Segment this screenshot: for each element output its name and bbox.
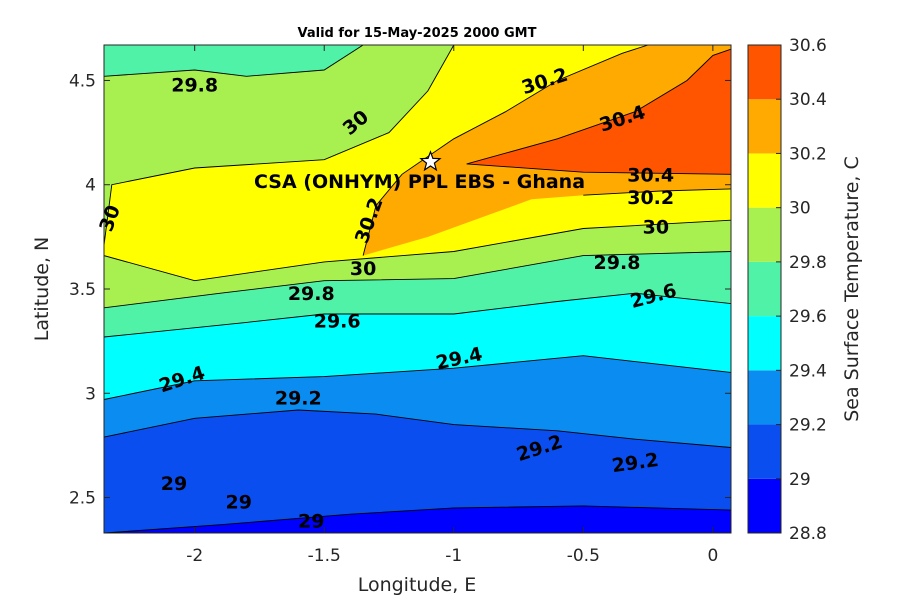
colorbar-segment [748, 45, 781, 100]
colorbar-segment [748, 424, 781, 479]
contour-line-29 [104, 505, 731, 533]
y-tick-label: 2.5 [69, 489, 96, 509]
colorbar-segment [748, 370, 781, 425]
site-label: CSA (ONHYM) PPL EBS - Ghana [254, 171, 585, 193]
y-axis-ticks: 2.5 3 3.5 4 4.5 [69, 71, 731, 509]
x-tick-label: -1.5 [308, 546, 341, 566]
colorbar-label: Sea Surface Temperature, C [841, 156, 863, 422]
colorbar-segment [748, 99, 781, 154]
colorbar-tick-label: 29 [789, 470, 811, 490]
contour-line-29.2 [104, 409, 731, 448]
x-tick-label: -0.5 [567, 546, 600, 566]
colorbar-segment [748, 261, 781, 317]
contour-line-30 [104, 219, 731, 282]
contour-line-29.4 [104, 355, 731, 400]
x-tick-label: -2 [186, 546, 203, 566]
site-star-icon [419, 150, 442, 172]
colorbar-tick-label: 30 [789, 199, 811, 219]
band-fill [104, 410, 731, 533]
contour-label: 29 [161, 473, 187, 495]
contour-line-30.2 [362, 45, 649, 256]
y-tick-label: 3.5 [69, 280, 96, 300]
colorbar-tick-label: 29.2 [789, 416, 827, 436]
band-fill [104, 45, 454, 246]
colorbar-tick-label: 29.4 [789, 361, 827, 381]
contour-label: 29 [298, 510, 324, 532]
contour-line-30.2 [583, 188, 731, 196]
colorbar-segment [748, 478, 781, 533]
chart-title: Valid for 15-May-2025 2000 GMT [298, 26, 537, 41]
contour-label: 30.4 [627, 164, 674, 186]
x-tick-label: 0 [707, 546, 718, 566]
contour-line-30.4 [466, 163, 731, 175]
contour-line-29.8 [104, 45, 364, 77]
x-axis-ticks: -2 -1.5 -1 -0.5 0 [186, 45, 718, 566]
colorbar-tick-label: 30.2 [789, 144, 827, 164]
colorbar-segment [748, 316, 781, 371]
contour-label: 29.8 [594, 252, 641, 274]
contour-lines [104, 45, 731, 533]
colorbar-segment [748, 207, 781, 262]
x-tick-label: -1 [445, 546, 462, 566]
contour-label: 30 [350, 258, 376, 280]
x-axis-label: Longitude, E [358, 574, 477, 596]
y-tick-label: 3 [85, 384, 96, 404]
contour-label: 29.8 [171, 75, 218, 97]
y-axis-label: Latitude, N [31, 237, 53, 342]
colorbar: 28.8 29 29.2 29.4 29.6 29.8 30 30.2 30.4 30.6 [747, 36, 827, 544]
band-fill [104, 251, 731, 337]
contour-fills [104, 45, 731, 533]
contour-label: 30 [643, 216, 669, 238]
band-fill [104, 45, 364, 77]
contour-label: 29.6 [314, 310, 361, 332]
colorbar-tick-label: 28.8 [789, 524, 827, 544]
contour-line-30.4 [466, 48, 731, 165]
colorbar-tick-label: 30.4 [789, 90, 827, 110]
colorbar-tick-label: 29.6 [789, 307, 827, 327]
band-fill [466, 45, 731, 175]
colorbar-frame [747, 44, 782, 534]
colorbar-segment [748, 153, 781, 208]
contour-line-30 [104, 45, 455, 246]
contour-label: 29 [226, 492, 252, 514]
y-tick-label: 4 [85, 176, 96, 196]
band-fill [104, 505, 731, 533]
contour-line-29.6 [104, 292, 731, 338]
contour-line-29.8 [104, 251, 731, 309]
y-tick-label: 4.5 [69, 71, 96, 91]
contour-label: 29.2 [275, 387, 322, 409]
contour-label: 29.8 [288, 283, 335, 305]
contour-label: 30.2 [627, 187, 674, 209]
colorbar-tick-label: 29.8 [789, 253, 827, 273]
colorbar-tick-label: 30.6 [789, 36, 827, 56]
band-fill [104, 293, 731, 400]
